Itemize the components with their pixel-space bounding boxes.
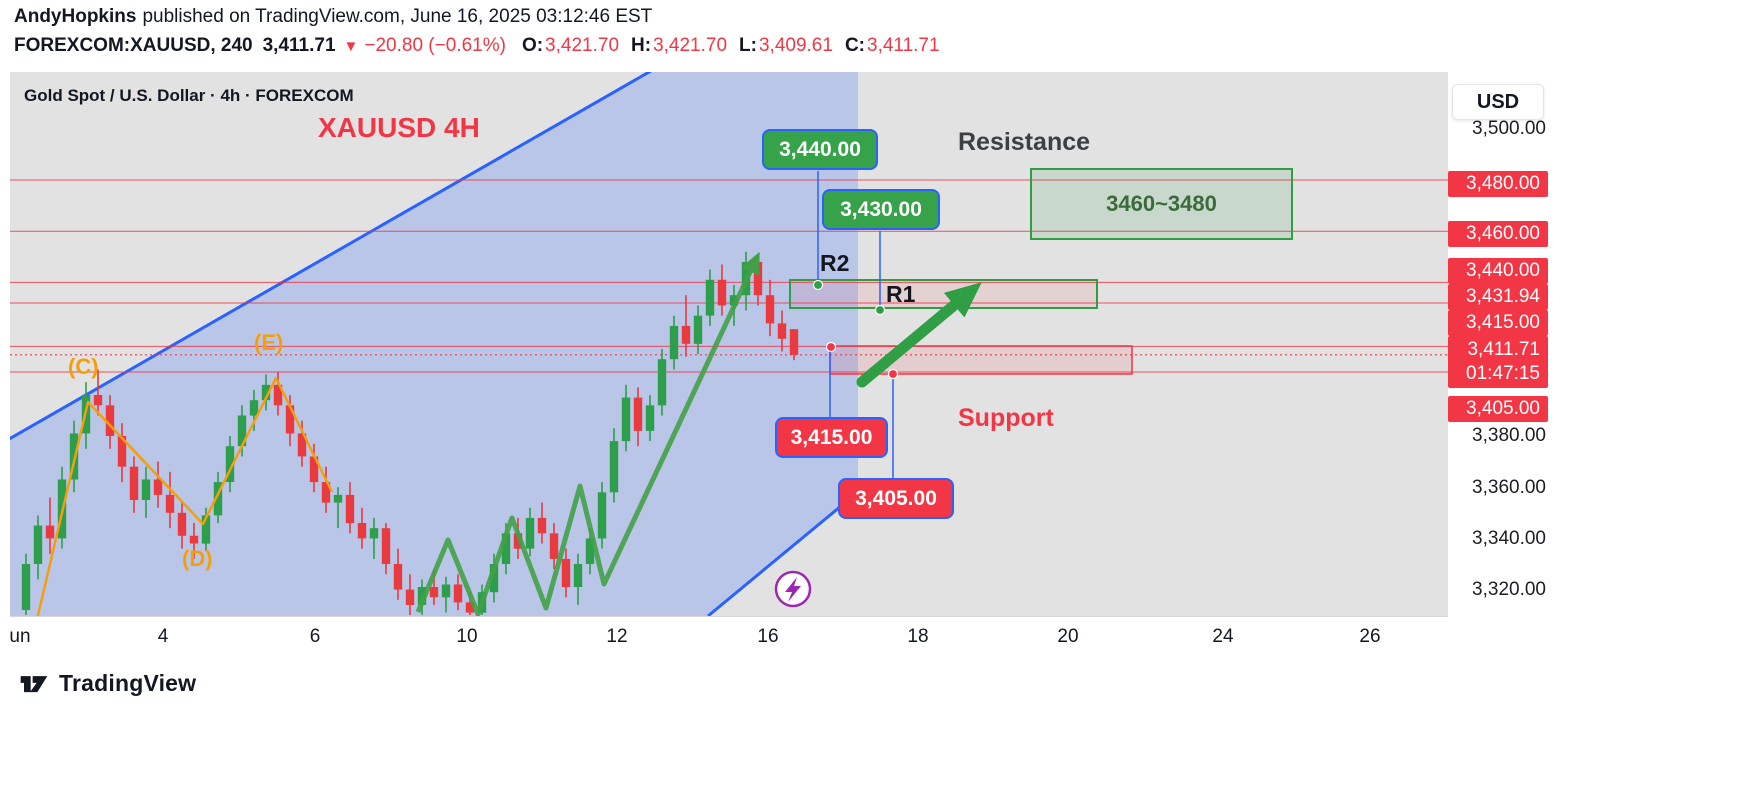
channel-upper-line[interactable] xyxy=(10,72,670,450)
last-price: 3,411.71 xyxy=(262,35,336,56)
price-callout-3415[interactable]: 3,415.00 xyxy=(775,417,888,458)
candlestick-chart[interactable] xyxy=(10,72,1448,616)
price-scale-label: 3,360.00 xyxy=(1472,477,1546,498)
price-level-badge: 3,460.00 xyxy=(1448,221,1548,247)
low-value: 3,409.61 xyxy=(758,35,833,56)
support-label[interactable]: Support xyxy=(958,404,1054,432)
resistance-label[interactable]: Resistance xyxy=(958,128,1091,156)
tradingview-brand-text[interactable]: TradingView xyxy=(59,670,197,696)
wave-label-c[interactable]: (C) xyxy=(68,354,99,379)
open-label: O: xyxy=(521,35,544,56)
lightning-icon[interactable] xyxy=(774,570,812,608)
price-level-lines xyxy=(10,179,1448,373)
price-level-badge: 3,431.94 xyxy=(1448,284,1548,310)
publish-text: published on TradingView.com, June 16, 2… xyxy=(142,6,653,27)
zigzag-trend-arrow[interactable] xyxy=(415,251,760,616)
author-name[interactable]: AndyHopkins xyxy=(14,6,137,27)
r1-label[interactable]: R1 xyxy=(886,281,916,307)
low-label: L: xyxy=(739,35,757,56)
price-callout-3430[interactable]: 3,430.00 xyxy=(822,189,940,230)
time-axis-label: 16 xyxy=(757,626,779,647)
trend-channel[interactable] xyxy=(10,72,859,616)
currency-button[interactable]: USD xyxy=(1452,84,1544,120)
price-level-badge: 3,405.00 xyxy=(1448,396,1548,422)
high-label: H: xyxy=(631,35,652,56)
support-anchor-dot-1[interactable] xyxy=(825,341,837,353)
publish-header: AndyHopkins published on TradingView.com,… xyxy=(14,6,1734,57)
current-price-value: 3,411.71 xyxy=(1467,339,1540,360)
time-axis[interactable]: un 4 6 10 12 16 18 20 24 26 xyxy=(9,616,1448,656)
bar-countdown: 01:47:15 xyxy=(1466,363,1540,384)
chart-plot[interactable]: Gold Spot / U.S. Dollar · 4h · FOREXCOM … xyxy=(10,72,1448,616)
time-axis-label: 24 xyxy=(1212,626,1234,647)
time-axis-label: 20 xyxy=(1057,626,1079,647)
price-level-badge: 3,440.00 xyxy=(1448,258,1548,284)
breakout-arrow[interactable] xyxy=(856,282,982,388)
price-scale-label: 3,320.00 xyxy=(1472,579,1546,600)
resistance-zone-3460-3480[interactable]: 3460~3480 xyxy=(1030,168,1293,240)
price-scale-label: 3,500.00 xyxy=(1472,118,1546,139)
price-callout-3440[interactable]: 3,440.00 xyxy=(762,129,878,170)
wave-label-d[interactable]: (D) xyxy=(182,546,213,571)
close-label: C: xyxy=(844,35,866,56)
chart-area: Gold Spot / U.S. Dollar · 4h · FOREXCOM … xyxy=(0,72,1748,656)
triangle-pattern-line[interactable] xyxy=(35,376,334,616)
price-callout-3405[interactable]: 3,405.00 xyxy=(838,478,954,519)
price-level-badge: 3,480.00 xyxy=(1448,171,1548,197)
symbol-info-line: FOREXCOM:XAUUSD, 240 3,411.71 ▼ −20.80 (… xyxy=(14,35,1734,57)
channel-lower-line[interactable] xyxy=(707,490,859,616)
r1-anchor-dot[interactable] xyxy=(874,304,886,316)
channel-fill xyxy=(10,72,858,616)
symbol-name[interactable]: FOREXCOM:XAUUSD, 240 xyxy=(14,35,253,56)
price-scale-label: 3,340.00 xyxy=(1472,528,1546,549)
wave-label-e[interactable]: (E) xyxy=(254,330,284,355)
chart-title: Gold Spot / U.S. Dollar · 4h · FOREXCOM xyxy=(24,86,354,105)
r2-anchor-dot[interactable] xyxy=(812,279,824,291)
price-scale[interactable]: USD 3,500.00 3,380.00 3,360.00 3,340.00 3,32… xyxy=(1448,72,1558,656)
r2-label[interactable]: R2 xyxy=(820,250,850,276)
time-axis-label: 4 xyxy=(157,626,169,647)
down-arrow-icon: ▼ xyxy=(343,37,359,55)
high-value: 3,421.70 xyxy=(653,35,728,56)
time-axis-label: 12 xyxy=(606,626,628,647)
support-anchor-dot-2[interactable] xyxy=(887,368,899,380)
time-axis-label: 26 xyxy=(1359,626,1381,647)
footer: TradingView xyxy=(18,670,196,697)
close-value: 3,411.71 xyxy=(867,35,940,56)
time-axis-label: 10 xyxy=(456,626,478,647)
tradingview-logo-icon[interactable] xyxy=(18,670,50,697)
price-scale-label: 3,380.00 xyxy=(1472,425,1546,446)
watermark-label: XAUUSD 4H xyxy=(318,112,480,143)
time-axis-label: 6 xyxy=(309,626,321,647)
time-axis-label: un xyxy=(9,626,31,647)
publish-line: AndyHopkins published on TradingView.com,… xyxy=(14,6,1734,28)
current-price-badge: 3,411.71 01:47:15 xyxy=(1448,336,1548,388)
price-change: −20.80 (−0.61%) xyxy=(364,35,506,56)
open-value: 3,421.70 xyxy=(545,35,620,56)
r-zone-box[interactable] xyxy=(789,279,1098,309)
time-axis-label: 18 xyxy=(907,626,929,647)
price-level-badge: 3,415.00 xyxy=(1448,310,1548,336)
